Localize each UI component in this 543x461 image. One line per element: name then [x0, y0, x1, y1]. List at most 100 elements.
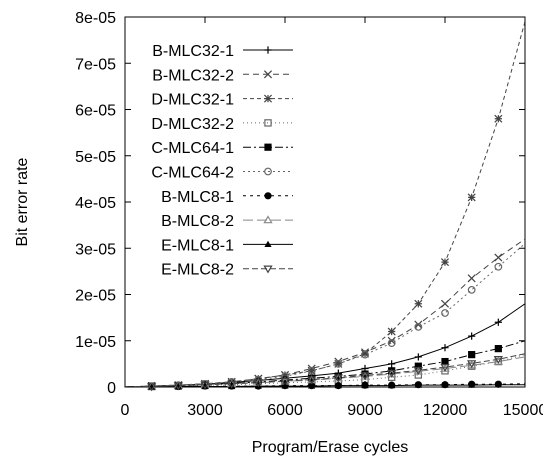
y-tick-label: 6e-05 — [75, 103, 116, 120]
data-point-e-mlc8-2 — [280, 377, 290, 386]
data-point-d-mlc32-1 — [467, 193, 476, 202]
data-point-c-mlc64-2 — [387, 339, 396, 347]
data-point-b-mlc32-2 — [467, 274, 476, 283]
legend-marker — [264, 167, 272, 176]
y-tick-label: 0 — [107, 380, 116, 397]
series-line-c-mlc64-1 — [125, 340, 525, 387]
x-tick-label: 3000 — [187, 402, 223, 419]
data-point-e-mlc8-2 — [333, 374, 343, 383]
data-point-e-mlc8-2 — [227, 380, 237, 389]
data-point-e-mlc8-2 — [360, 372, 370, 381]
y-tick-label: 8e-05 — [75, 10, 116, 27]
data-point-e-mlc8-2 — [440, 363, 450, 372]
data-point-d-mlc32-1 — [414, 299, 423, 308]
legend-label: C-MLC64-1 — [151, 140, 234, 157]
legend: B-MLC32-1 B-MLC32-2 D-MLC32-1 D-MLC32-2 C-ML… — [151, 43, 293, 279]
legend-item: C-MLC64-2 — [151, 165, 293, 182]
data-point-b-mlc32-2 — [414, 320, 423, 329]
data-point-b-mlc32-1 — [388, 360, 396, 368]
legend-label: B-MLC8-1 — [161, 189, 234, 206]
data-point-c-mlc64-2 — [281, 372, 289, 381]
legend-label: D-MLC32-1 — [151, 92, 234, 109]
data-point-e-mlc8-1 — [468, 381, 476, 388]
y-tick-label: 4e-05 — [75, 195, 116, 212]
data-point-b-mlc32-1 — [468, 332, 476, 340]
data-point-d-mlc32-2 — [414, 371, 423, 379]
data-point-e-mlc8-2 — [307, 376, 317, 385]
data-point-d-mlc32-1 — [307, 366, 316, 375]
data-point-d-mlc32-1 — [387, 327, 396, 336]
data-point-c-mlc64-1 — [361, 370, 369, 378]
data-point-b-mlc32-1 — [414, 353, 422, 361]
series-line-b-mlc32-1 — [125, 303, 525, 387]
legend-label: C-MLC64-2 — [151, 165, 234, 182]
series-lines — [125, 21, 525, 387]
data-point-e-mlc8-1 — [228, 382, 236, 390]
data-point-e-mlc8-1 — [334, 382, 342, 389]
data-point-c-mlc64-1 — [494, 345, 502, 353]
legend-label: E-MLC8-1 — [161, 237, 234, 254]
x-tick-label: 0 — [121, 402, 130, 419]
data-point-c-mlc64-2 — [494, 262, 503, 271]
legend-marker — [263, 215, 273, 224]
data-point-c-mlc64-2 — [467, 285, 476, 294]
data-point-b-mlc32-2 — [494, 253, 503, 262]
data-point-d-mlc32-1 — [334, 359, 343, 368]
data-point-d-mlc32-1 — [360, 349, 370, 358]
legend-label: B-MLC32-2 — [152, 67, 234, 84]
data-point-e-mlc8-1 — [308, 382, 316, 389]
x-tick-label: 15000 — [503, 402, 543, 419]
y-tick-label: 1e-05 — [75, 334, 116, 351]
series-line-b-mlc32-2 — [125, 238, 525, 387]
y-tick-label: 2e-05 — [75, 288, 116, 305]
legend-marker — [264, 46, 272, 54]
data-point-e-mlc8-2 — [253, 379, 263, 388]
legend-item: D-MLC32-2 — [151, 116, 293, 133]
y-axis-title: Bit error rate — [14, 157, 31, 246]
y-axis-ticks: 0 1e-05 2e-05 3e-05 4e-05 5e-05 6e-05 7e-05 8e-0… — [75, 10, 525, 397]
legend-label: D-MLC32-2 — [151, 116, 234, 133]
data-point-e-mlc8-2 — [387, 369, 397, 378]
y-tick-label: 3e-05 — [75, 241, 116, 258]
data-point-c-mlc64-2 — [441, 309, 449, 317]
data-point-d-mlc32-1 — [494, 114, 503, 123]
data-point-c-mlc64-1 — [308, 374, 316, 382]
legend-marker — [263, 265, 273, 274]
data-point-c-mlc64-1 — [414, 362, 422, 370]
data-point-b-mlc32-1 — [441, 344, 449, 352]
data-point-c-mlc64-1 — [468, 351, 476, 359]
data-point-e-mlc8-1 — [414, 381, 422, 388]
data-point-e-mlc8-1 — [174, 382, 182, 390]
series-line-e-mlc8-1 — [125, 384, 525, 387]
legend-item: B-MLC8-1 — [161, 189, 293, 206]
legend-marker — [263, 94, 273, 103]
legend-label: B-MLC32-1 — [152, 43, 234, 60]
y-tick-label: 5e-05 — [75, 149, 116, 166]
data-point-e-mlc8-2 — [493, 356, 503, 365]
series-line-e-mlc8-2 — [125, 353, 525, 387]
legend-item: D-MLC32-1 — [151, 92, 293, 109]
legend-marker — [264, 192, 272, 200]
data-point-b-mlc8-2 — [493, 356, 503, 365]
legend-item: B-MLC8-2 — [161, 213, 293, 230]
series-line-d-mlc32-2 — [125, 354, 525, 387]
data-point-d-mlc32-1 — [280, 370, 290, 379]
data-point-e-mlc8-1 — [388, 382, 396, 389]
data-point-c-mlc64-1 — [334, 372, 342, 380]
data-point-c-mlc64-2 — [334, 359, 343, 368]
x-tick-label: 12000 — [423, 402, 468, 419]
data-point-e-mlc8-2 — [147, 383, 157, 392]
data-point-e-mlc8-2 — [173, 382, 183, 391]
data-point-b-mlc32-2 — [440, 299, 450, 308]
legend-item: B-MLC32-1 — [152, 43, 293, 60]
legend-marker — [264, 240, 272, 247]
series-line-b-mlc8-2 — [125, 356, 525, 387]
data-point-e-mlc8-2 — [413, 367, 423, 376]
data-point-c-mlc64-1 — [254, 378, 262, 386]
series-line-c-mlc64-2 — [125, 243, 525, 387]
legend-item: E-MLC8-2 — [161, 262, 293, 279]
legend-item: B-MLC32-2 — [152, 67, 293, 84]
legend-marker — [264, 119, 272, 127]
data-point-e-mlc8-1 — [494, 381, 502, 388]
